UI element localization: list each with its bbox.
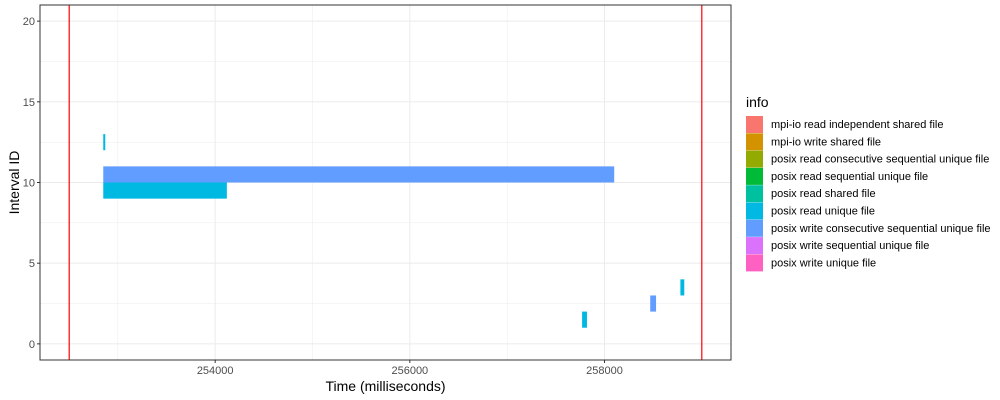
legend-label: posix write sequential unique file: [771, 240, 929, 252]
y-axis-title: Interval ID: [6, 151, 22, 215]
legend-label: posix write unique file: [771, 257, 876, 269]
legend-label: posix read consecutive sequential unique…: [771, 154, 989, 166]
legend-key: [746, 133, 763, 151]
interval-bar: [650, 295, 657, 312]
legend-key: [746, 202, 763, 220]
x-axis-title: Time (milliseconds): [325, 378, 445, 394]
legend-key: [746, 237, 763, 255]
legend-key: [746, 219, 763, 237]
y-tick-label: 20: [23, 16, 35, 28]
plot-area: 254000 256000 258000 0 5 10 15 20: [23, 4, 732, 377]
y-tick-label: 10: [23, 178, 35, 190]
legend: info mpi-io read independent shared file…: [746, 94, 991, 272]
interval-bar: [103, 166, 615, 183]
x-tick-label: 256000: [391, 365, 428, 377]
legend-key: [746, 150, 763, 168]
legend-key: [746, 254, 763, 272]
legend-key: [746, 116, 763, 133]
interval-bar: [103, 134, 106, 151]
legend-title: info: [746, 94, 769, 110]
x-tick-label: 258000: [586, 365, 623, 377]
y-tick-label: 5: [29, 258, 35, 270]
x-tick-label: 254000: [197, 365, 234, 377]
legend-label: posix read unique file: [771, 206, 875, 218]
legend-label: posix read sequential unique file: [771, 171, 928, 183]
interval-bar: [680, 279, 685, 296]
y-tick-label: 0: [29, 339, 35, 351]
legend-label: mpi-io read independent shared file: [771, 119, 943, 131]
legend-key: [746, 185, 763, 203]
legend-key: [746, 167, 763, 185]
interval-bar: [103, 182, 227, 199]
legend-label: mpi-io write shared file: [771, 136, 881, 148]
legend-label: posix write consecutive sequential uniqu…: [771, 223, 991, 235]
y-tick-label: 15: [23, 97, 35, 109]
legend-label: posix read shared file: [771, 188, 876, 200]
interval-bar: [582, 311, 587, 328]
